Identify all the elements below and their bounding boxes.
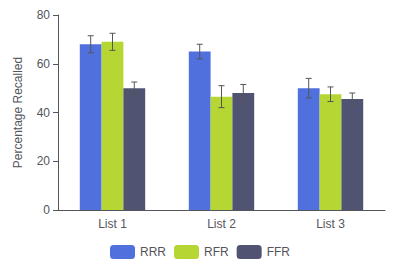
svg-text:RRR: RRR [140,245,166,259]
svg-text:0: 0 [43,203,50,217]
svg-text:20: 20 [37,154,51,168]
svg-text:FFR: FFR [267,245,291,259]
svg-text:List 2: List 2 [207,217,236,231]
svg-text:RFR: RFR [204,245,229,259]
svg-text:List 3: List 3 [316,217,345,231]
svg-text:60: 60 [37,57,51,71]
svg-text:Percentage Recalled: Percentage Recalled [11,57,25,168]
svg-text:List 1: List 1 [98,217,127,231]
svg-text:40: 40 [37,106,51,120]
svg-text:80: 80 [37,8,51,22]
